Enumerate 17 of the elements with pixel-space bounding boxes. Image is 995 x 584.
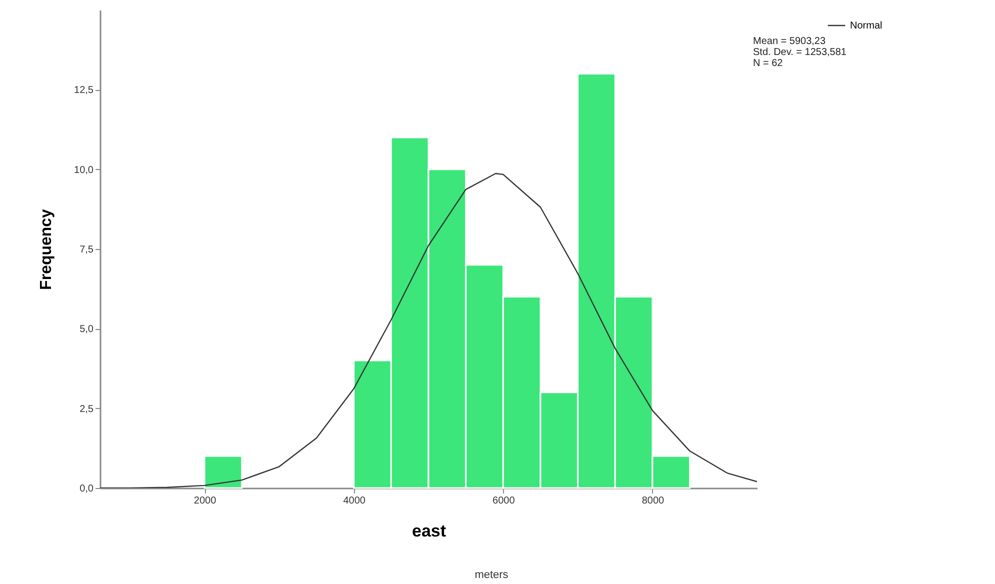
x-tick-label: 2000 xyxy=(194,496,217,506)
text: meters xyxy=(474,569,509,581)
annotation: N = 62 xyxy=(753,58,784,69)
y-tick-label: 10,0 xyxy=(74,164,94,176)
annotation: Std. Dev. = 1253,581 xyxy=(753,47,847,58)
y-tick-label: 0,0 xyxy=(80,484,94,494)
y-tick-label: 2,5 xyxy=(80,404,94,415)
x-tick-label: 6000 xyxy=(492,496,516,506)
annotation: Mean = 5903,23 xyxy=(753,36,826,47)
x-axis-title: east xyxy=(412,522,446,540)
legend-label: Normal xyxy=(850,20,882,32)
y-tick-label: 12,5 xyxy=(74,85,94,96)
x-tick-label: 4000 xyxy=(343,496,366,506)
y-tick-label: 5,0 xyxy=(80,324,94,336)
x-tick-label: 8000 xyxy=(642,496,665,506)
y-tick-label: 7,5 xyxy=(80,244,94,256)
y-axis-title: Frequency xyxy=(38,208,56,290)
